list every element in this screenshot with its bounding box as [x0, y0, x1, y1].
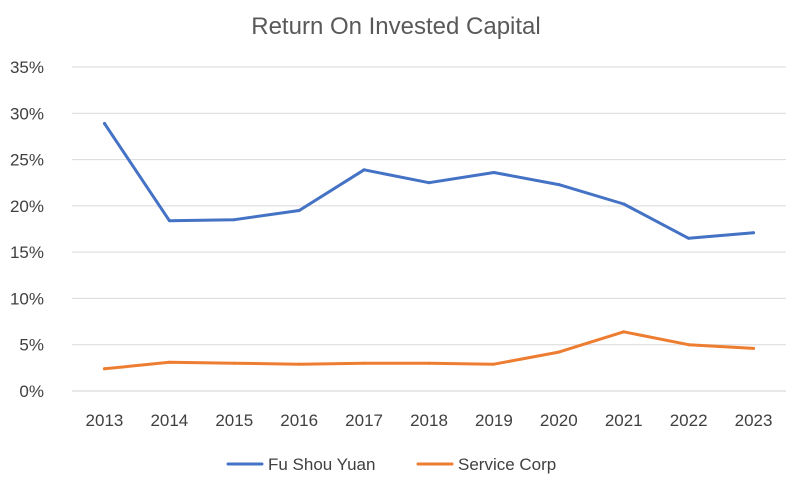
x-tick-label: 2015 — [215, 411, 253, 430]
legend: Fu Shou Yuan Service Corp — [226, 455, 556, 474]
y-tick-label: 35% — [10, 58, 44, 77]
x-tick-label: 2017 — [345, 411, 383, 430]
x-tick-label: 2019 — [475, 411, 513, 430]
x-tick-label: 2023 — [735, 411, 773, 430]
legend-label: Service Corp — [458, 455, 556, 474]
data-point — [427, 361, 431, 365]
data-point — [362, 361, 366, 365]
x-tick-label: 2013 — [86, 411, 124, 430]
data-point — [752, 231, 756, 235]
data-point — [492, 362, 496, 366]
data-point — [752, 346, 756, 350]
data-point — [557, 183, 561, 187]
gridlines — [72, 66, 786, 392]
y-tick-label: 0% — [19, 382, 44, 401]
data-point — [297, 208, 301, 212]
y-tick-label: 5% — [19, 336, 44, 355]
data-point — [687, 343, 691, 347]
y-tick-label: 30% — [10, 104, 44, 123]
y-tick-label: 25% — [10, 151, 44, 170]
data-point — [232, 361, 236, 365]
x-tick-label: 2022 — [670, 411, 708, 430]
data-point — [102, 121, 106, 125]
x-tick-label: 2014 — [150, 411, 188, 430]
data-point — [297, 362, 301, 366]
x-axis-ticks: 2013 2014 2015 2016 2017 2018 2019 2020 2021 2022… — [86, 411, 773, 430]
x-tick-label: 2020 — [540, 411, 578, 430]
x-tick-label: 2018 — [410, 411, 448, 430]
data-point — [687, 236, 691, 240]
x-tick-label: 2016 — [280, 411, 318, 430]
legend-label: Fu Shou Yuan — [268, 455, 375, 474]
data-point — [362, 168, 366, 172]
data-point — [557, 350, 561, 354]
y-tick-label: 15% — [10, 243, 44, 262]
chart-title: Return On Invested Capital — [251, 13, 541, 40]
data-point — [492, 171, 496, 175]
data-point — [622, 202, 626, 206]
data-point — [427, 181, 431, 185]
data-point — [167, 360, 171, 364]
data-point — [167, 219, 171, 223]
series-lines — [102, 121, 756, 371]
data-point — [102, 367, 106, 371]
data-point — [232, 218, 236, 222]
x-tick-label: 2021 — [605, 411, 643, 430]
y-axis-ticks: 0% 5% 10% 15% 20% 25% 30% 35% — [10, 58, 44, 401]
y-tick-label: 10% — [10, 289, 44, 308]
y-tick-label: 20% — [10, 197, 44, 216]
data-point — [622, 330, 626, 334]
